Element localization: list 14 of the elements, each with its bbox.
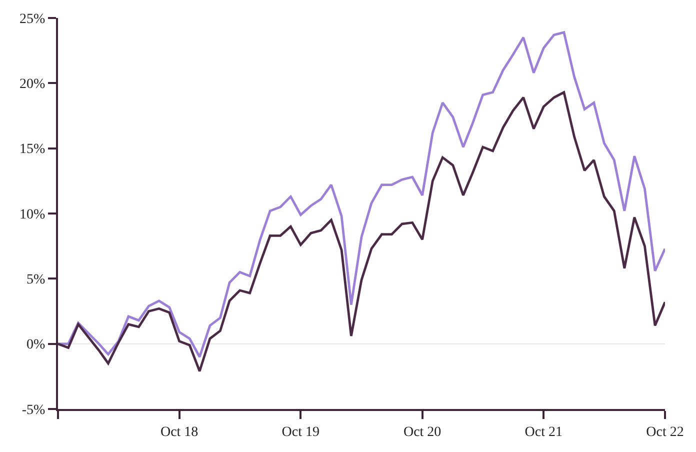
y-tick-label: 5% <box>26 272 46 288</box>
y-tick-label: -5% <box>22 402 46 418</box>
x-tick-label: Oct 18 <box>160 424 198 440</box>
x-tick-label: Oct 21 <box>524 424 563 440</box>
line-series <box>58 31 665 358</box>
x-tick-label: Oct 20 <box>403 424 442 440</box>
y-tick-label: 20% <box>20 77 46 92</box>
x-tick-label: Oct 22 <box>646 424 684 440</box>
y-tick-label: 0% <box>26 338 46 353</box>
line-series <box>58 91 665 372</box>
y-tick-label: 10% <box>20 207 46 222</box>
x-tick-label: Oct 19 <box>282 424 320 440</box>
y-tick-label: 15% <box>20 142 46 158</box>
y-tick-label: 25% <box>20 12 46 27</box>
